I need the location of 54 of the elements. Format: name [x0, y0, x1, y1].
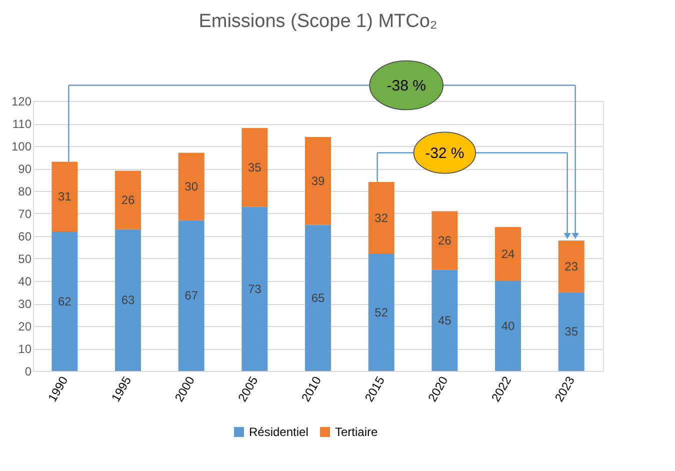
data-label: 39	[311, 174, 325, 188]
y-tick-label: 0	[24, 364, 32, 378]
bar	[558, 292, 584, 371]
y-tick-label: 100	[11, 140, 32, 154]
data-label: 31	[58, 190, 72, 204]
y-tick-label: 60	[18, 230, 32, 244]
bar	[115, 170, 141, 230]
data-label: 26	[438, 234, 452, 248]
y-tick-label: 110	[12, 117, 32, 131]
bar	[242, 128, 268, 207]
bar	[368, 254, 394, 371]
data-label: 40	[501, 319, 515, 333]
y-tick-label: 20	[18, 320, 32, 334]
legend-label: Résidentiel	[249, 425, 308, 439]
annotation: -32 %	[425, 144, 464, 162]
bar	[495, 281, 521, 371]
data-label: 24	[501, 247, 515, 261]
data-label: 23	[564, 259, 578, 274]
data-label: 63	[121, 293, 135, 308]
data-label: 52	[374, 306, 388, 320]
bar	[305, 224, 331, 371]
bar	[495, 227, 521, 281]
y-tick-label: 30	[18, 297, 32, 311]
data-label: 35	[564, 324, 578, 339]
bar	[115, 229, 141, 371]
bar	[178, 152, 204, 220]
bar	[305, 137, 331, 225]
text: -38 %	[386, 77, 426, 94]
data-label: 26	[121, 193, 135, 207]
bar	[242, 206, 268, 371]
data-label: 62	[58, 294, 72, 308]
y-tick-label: 10	[18, 342, 32, 356]
data-label: 73	[248, 282, 262, 296]
data-label: 30	[184, 180, 198, 194]
bar	[432, 270, 458, 371]
bar	[52, 162, 78, 232]
y-tick-label: 40	[18, 274, 32, 288]
bar	[52, 232, 78, 371]
y-tick-label: 50	[18, 252, 32, 266]
data-label: 35	[248, 160, 262, 174]
bar	[368, 182, 394, 254]
data-label: 32	[374, 211, 388, 225]
data-label: 45	[438, 313, 452, 328]
y-tick-label: 80	[18, 184, 32, 198]
y-tick-label: 120	[11, 94, 32, 108]
bar	[432, 211, 458, 270]
legend-label: Tertiaire	[335, 425, 378, 439]
bar	[178, 220, 204, 371]
bar	[558, 240, 584, 292]
data-label: 65	[311, 290, 325, 305]
data-label: 67	[184, 288, 198, 303]
y-tick-label: 70	[18, 207, 32, 221]
chart-title: Emissions (Scope 1) MTCo₂	[198, 11, 438, 32]
y-tick-label: 90	[18, 162, 32, 176]
